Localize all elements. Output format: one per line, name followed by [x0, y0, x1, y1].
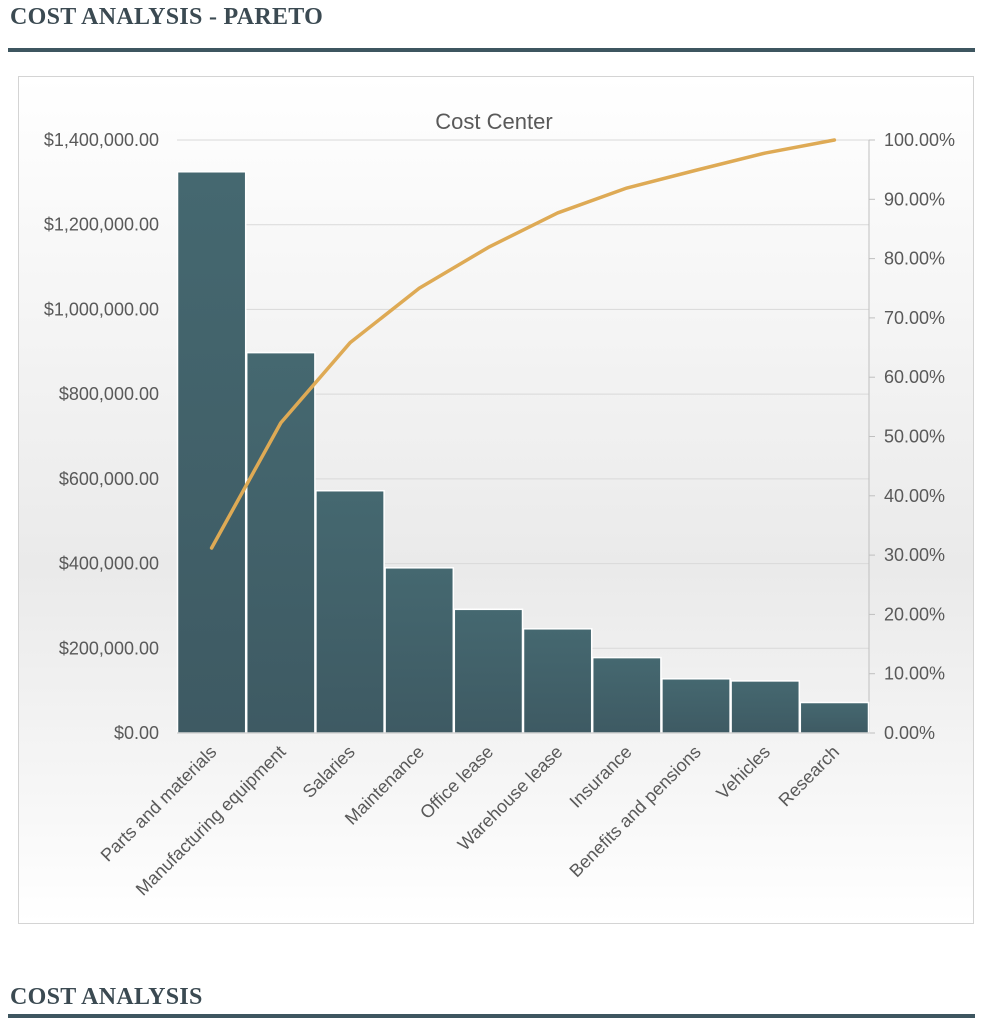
- bar: [799, 701, 870, 734]
- y-right-tick-label: 30.00%: [884, 545, 945, 565]
- y-right-tick-label: 50.00%: [884, 427, 945, 447]
- section-title-cost-analysis: COST ANALYSIS: [10, 984, 203, 1010]
- x-tick-label: Insurance: [566, 742, 636, 812]
- title-rule: [8, 48, 975, 52]
- bar: [591, 656, 662, 734]
- y-right-tick-label: 90.00%: [884, 189, 945, 209]
- y-left-tick-label: $0.00: [114, 723, 159, 743]
- section-rule: [8, 1014, 975, 1018]
- pareto-chart: $0.00 $200,000.00 $400,000.00 $600,000.00 $8…: [44, 109, 955, 899]
- y-right-tick-label: 20.00%: [884, 604, 945, 624]
- y-left-tick-label: $800,000.00: [59, 384, 159, 404]
- bar: [522, 628, 593, 734]
- y-left-tick-label: $1,400,000.00: [44, 130, 159, 150]
- bar: [384, 567, 455, 734]
- bar: [453, 608, 524, 734]
- bar: [730, 680, 801, 734]
- page-title: COST ANALYSIS - PARETO: [10, 4, 324, 30]
- x-tick-label: Vehicles: [712, 742, 774, 804]
- y-right-tick-label: 10.00%: [884, 664, 945, 684]
- y-left-tick-label: $1,200,000.00: [44, 215, 159, 235]
- y-left-tick-label: $1,000,000.00: [44, 299, 159, 319]
- y-right-tick-label: 80.00%: [884, 249, 945, 269]
- y-right-tick-label: 40.00%: [884, 486, 945, 506]
- y-right-tick-label: 70.00%: [884, 308, 945, 328]
- y-right-tick-label: 60.00%: [884, 367, 945, 387]
- y-right-tick-label: 0.00%: [884, 723, 935, 743]
- bar: [661, 678, 731, 734]
- x-tick-label: Parts and materials: [97, 742, 221, 866]
- y-left-tick-label: $600,000.00: [59, 469, 159, 489]
- bar: [176, 171, 247, 734]
- bar: [315, 489, 385, 734]
- y-left-tick-label: $200,000.00: [59, 638, 159, 658]
- bar: [245, 351, 316, 734]
- pareto-chart-panel: $0.00 $200,000.00 $400,000.00 $600,000.00 $8…: [18, 76, 974, 924]
- y-left-tick-label: $400,000.00: [59, 554, 159, 574]
- x-tick-label: Salaries: [299, 742, 359, 802]
- x-tick-label: Research: [775, 742, 844, 811]
- x-tick-label: Benefits and pensions: [565, 742, 704, 881]
- chart-title: Cost Center: [435, 109, 552, 134]
- y-right-tick-label: 100.00%: [884, 130, 955, 150]
- cumulative-percent-line: [209, 138, 837, 550]
